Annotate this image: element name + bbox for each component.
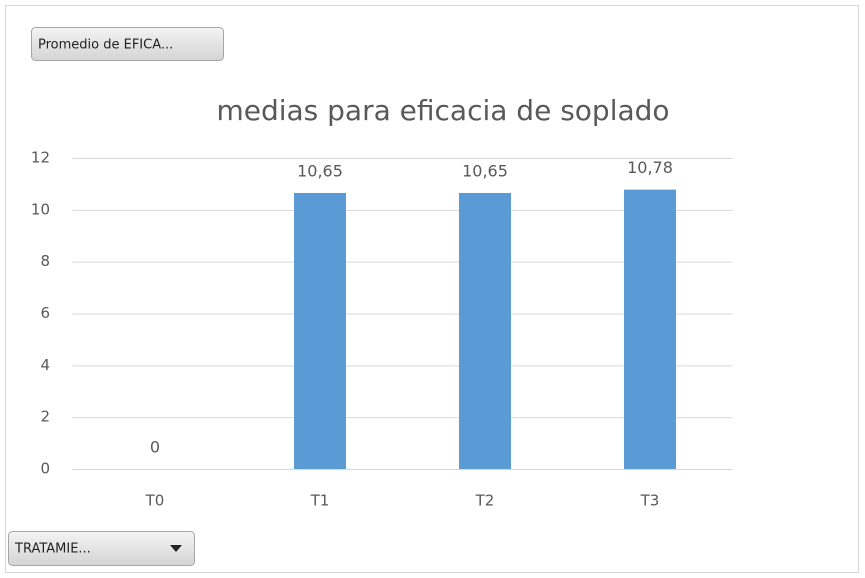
bar <box>294 192 346 470</box>
axis-field-button[interactable]: TRATAMIE... <box>8 531 195 566</box>
y-tick-label: 8 <box>40 252 50 270</box>
y-tick-label: 2 <box>40 408 50 426</box>
data-label: 0 <box>150 438 160 457</box>
bar <box>459 192 511 470</box>
button-frame[interactable] <box>8 531 195 566</box>
y-tick-label: 4 <box>40 356 50 374</box>
y-tick-label: 12 <box>31 149 50 167</box>
bar <box>624 189 676 469</box>
chart-title: medias para eficacia de soplado <box>216 94 669 127</box>
button-label[interactable]: TRATAMIE... <box>14 542 91 557</box>
data-label: 10,65 <box>297 161 343 180</box>
data-label: 10,78 <box>627 158 673 177</box>
dropdown-arrow[interactable] <box>170 545 182 552</box>
value-field-button[interactable]: Promedio de EFICA... <box>31 27 224 61</box>
y-tick-label: 10 <box>31 200 50 218</box>
x-tick-label: T1 <box>310 492 330 510</box>
x-tick-label: T2 <box>475 492 495 510</box>
data-label: 10,65 <box>462 161 508 180</box>
x-tick-label: T0 <box>145 492 165 510</box>
y-tick-label: 0 <box>40 460 50 478</box>
button-frame[interactable] <box>31 27 224 61</box>
button-label[interactable]: Promedio de EFICA... <box>38 38 173 53</box>
chart-border <box>5 5 859 573</box>
y-tick-label: 6 <box>40 304 50 322</box>
x-tick-label: T3 <box>640 492 660 510</box>
